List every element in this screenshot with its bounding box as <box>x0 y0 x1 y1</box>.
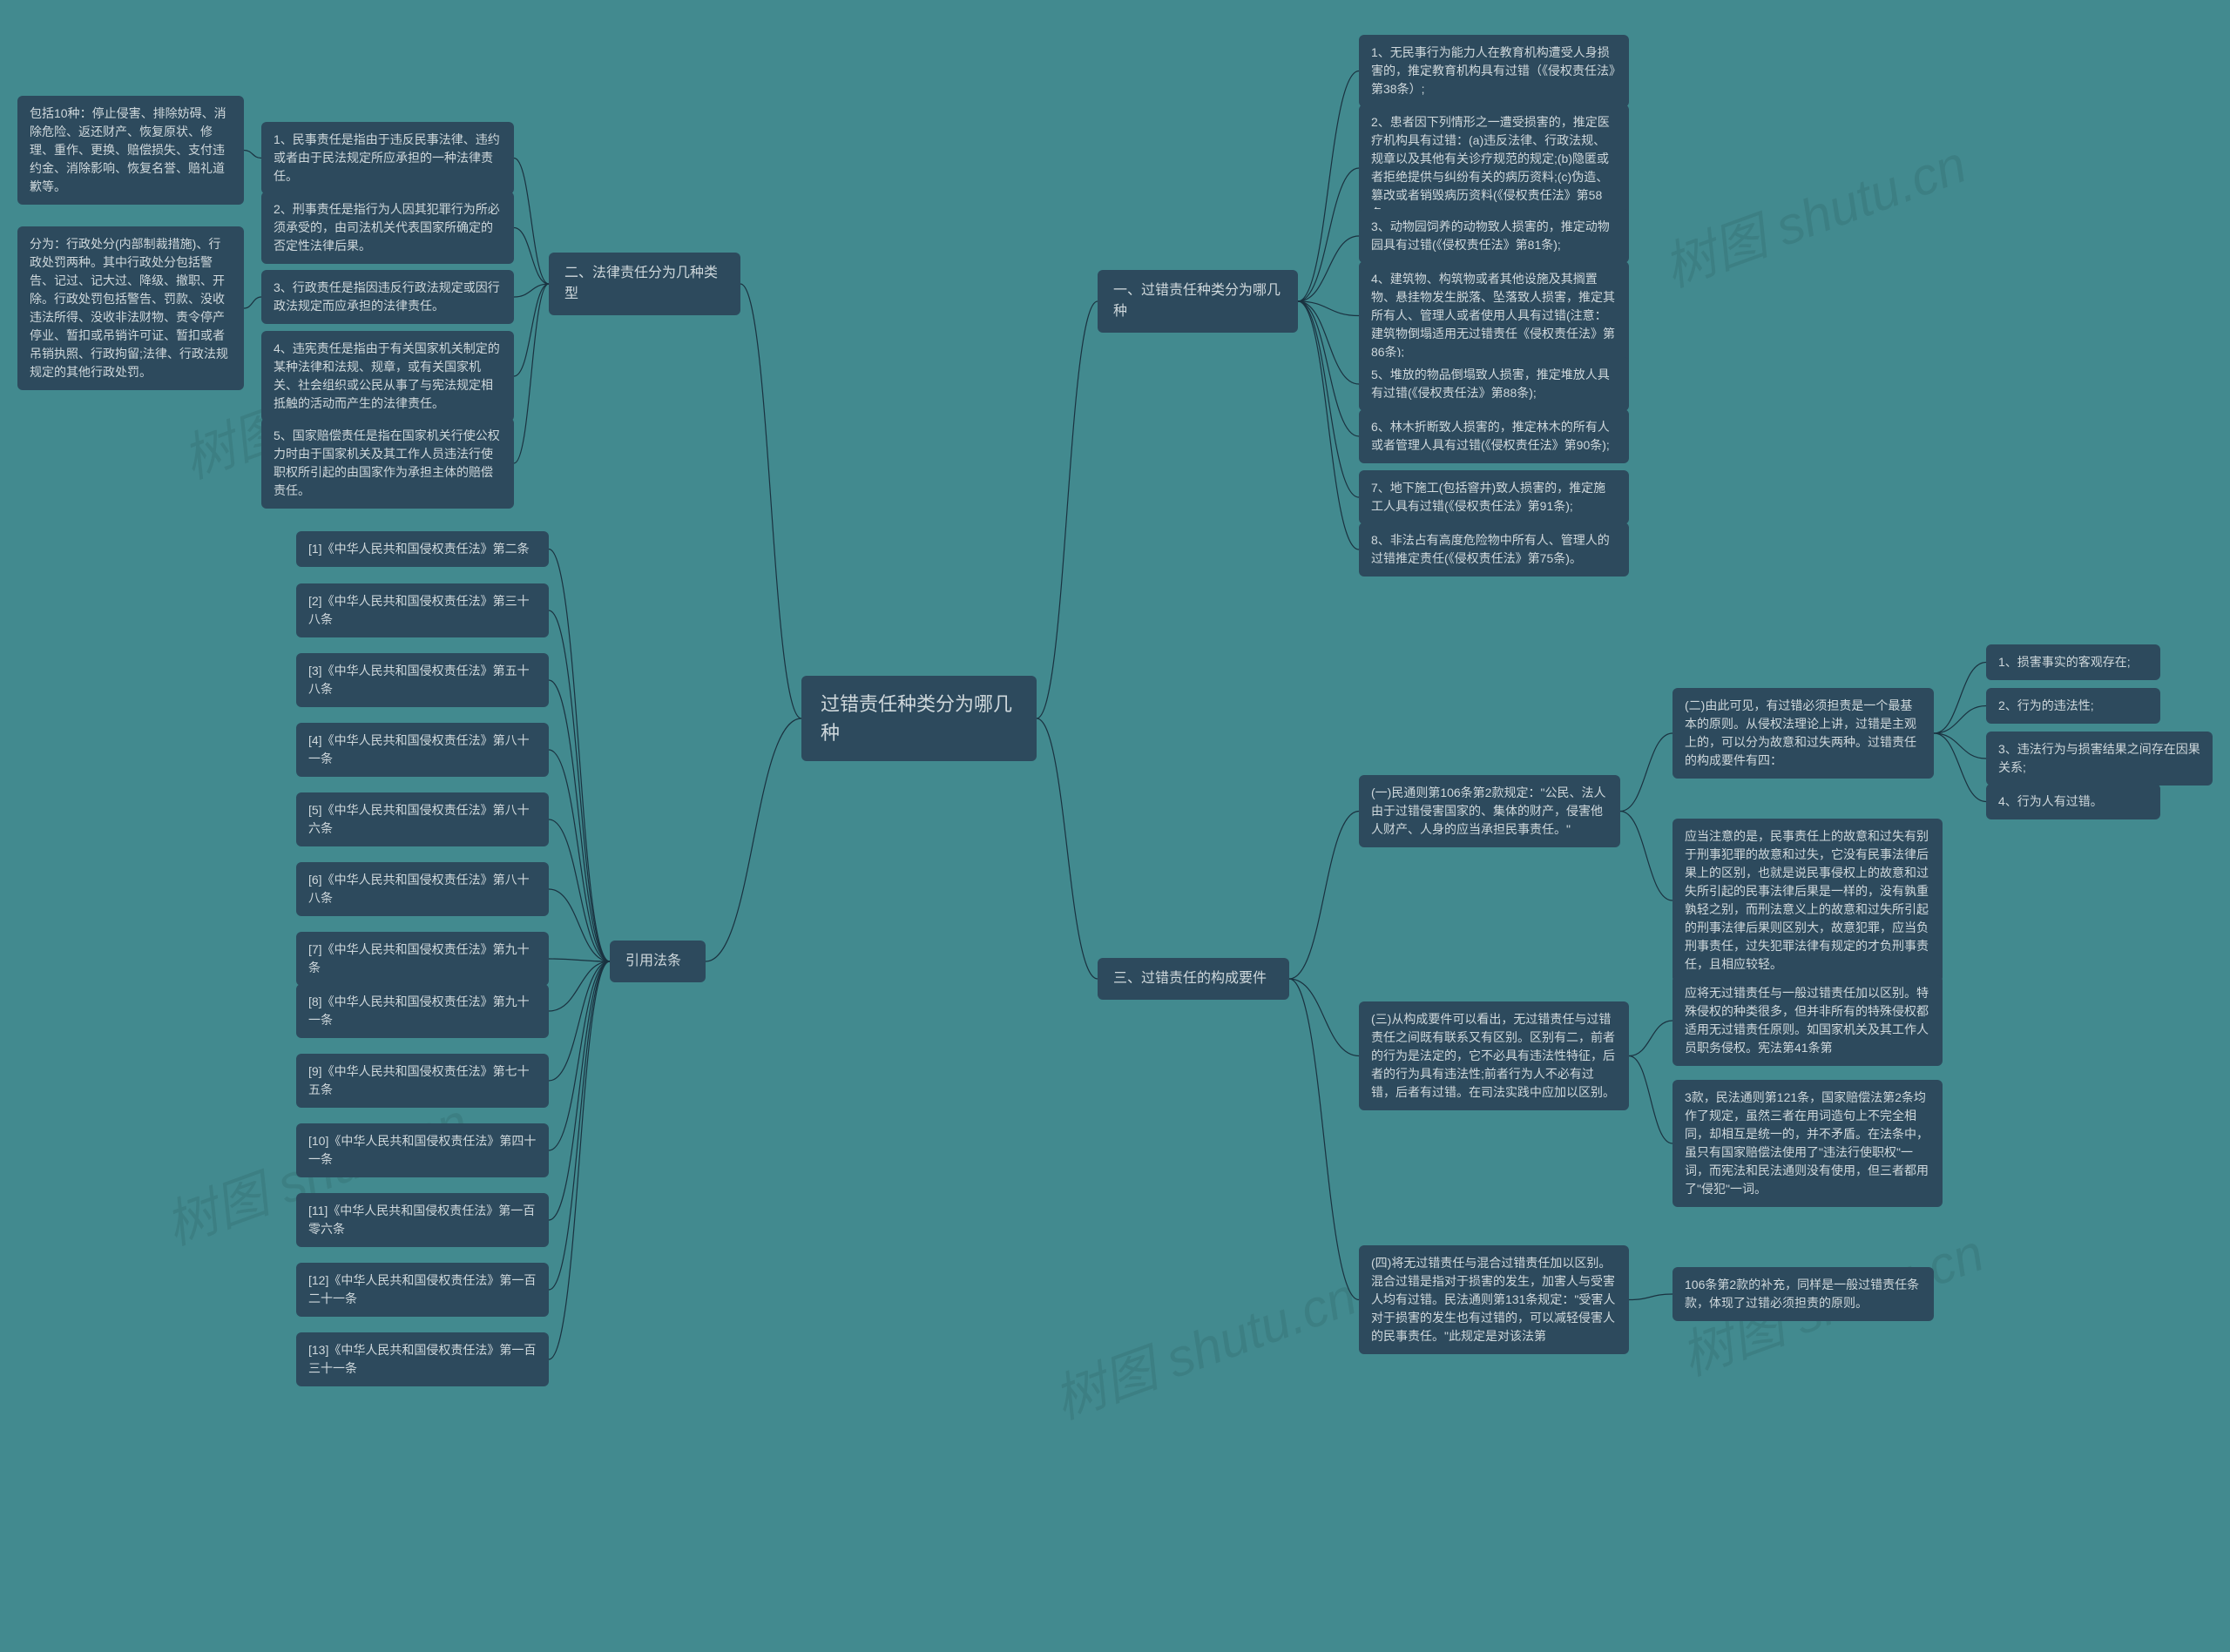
node-label: 应将无过错责任与一般过错责任加以区别。特殊侵权的种类很多，但并非所有的特殊侵权都… <box>1685 986 1929 1055</box>
mindmap-node: [2]《中华人民共和国侵权责任法》第三十八条 <box>296 583 549 637</box>
node-label: (四)将无过错责任与混合过错责任加以区别。混合过错是指对于损害的发生，加害人与受… <box>1371 1256 1615 1343</box>
node-label: [2]《中华人民共和国侵权责任法》第三十八条 <box>308 594 530 626</box>
watermark: 树图 shutu.cn <box>1652 122 1975 301</box>
node-label: (一)民通则第106条第2款规定："公民、法人由于过错侵害国家的、集体的财产，侵… <box>1371 786 1605 836</box>
node-label: [5]《中华人民共和国侵权责任法》第八十六条 <box>308 803 530 835</box>
mindmap-node: [11]《中华人民共和国侵权责任法》第一百零六条 <box>296 1193 549 1247</box>
mindmap-node: 3、违法行为与损害结果之间存在因果关系; <box>1986 732 2213 786</box>
node-label: (三)从构成要件可以看出，无过错责任与过错责任之间既有联系又有区别。区别有二，前… <box>1371 1012 1615 1099</box>
mindmap-node: [7]《中华人民共和国侵权责任法》第九十条 <box>296 932 549 986</box>
node-label: 1、无民事行为能力人在教育机构遭受人身损害的，推定教育机构具有过错（《侵权责任法… <box>1371 45 1615 96</box>
node-label: 2、行为的违法性; <box>1998 698 2094 712</box>
mindmap-node: [6]《中华人民共和国侵权责任法》第八十八条 <box>296 862 549 916</box>
node-label: [10]《中华人民共和国侵权责任法》第四十一条 <box>308 1134 536 1166</box>
mindmap-node: 1、损害事实的客观存在; <box>1986 644 2160 680</box>
node-label: 三、过错责任的构成要件 <box>1113 971 1267 986</box>
node-label: [4]《中华人民共和国侵权责任法》第八十一条 <box>308 733 530 765</box>
mindmap-node: 8、非法占有高度危险物中所有人、管理人的过错推定责任(《侵权责任法》第75条)。 <box>1359 523 1629 577</box>
node-label: 2、刑事责任是指行为人因其犯罪行为所必须承受的，由司法机关代表国家所确定的否定性… <box>274 202 500 253</box>
node-label: [13]《中华人民共和国侵权责任法》第一百三十一条 <box>308 1343 536 1375</box>
node-label: 引用法条 <box>625 954 681 968</box>
mindmap-node: [5]《中华人民共和国侵权责任法》第八十六条 <box>296 792 549 846</box>
mindmap-node: 分为：行政处分(内部制裁措施)、行政处罚两种。其中行政处分包括警告、记过、记大过… <box>17 226 244 390</box>
mindmap-node: 二、法律责任分为几种类型 <box>549 253 740 315</box>
mindmap-node: 包括10种：停止侵害、排除妨碍、消除危险、返还财产、恢复原状、修理、重作、更换、… <box>17 96 244 205</box>
mindmap-node: 3款，民法通则第121条，国家赔偿法第2条均作了规定，虽然三者在用词造句上不完全… <box>1672 1080 1943 1207</box>
mindmap-node: 5、堆放的物品倒塌致人损害，推定堆放人具有过错(《侵权责任法》第88条); <box>1359 357 1629 411</box>
mindmap-node: 1、无民事行为能力人在教育机构遭受人身损害的，推定教育机构具有过错（《侵权责任法… <box>1359 35 1629 107</box>
mindmap-node: 3、动物园饲养的动物致人损害的，推定动物园具有过错(《侵权责任法》第81条); <box>1359 209 1629 263</box>
node-label: [11]《中华人民共和国侵权责任法》第一百零六条 <box>308 1204 535 1236</box>
node-label: [12]《中华人民共和国侵权责任法》第一百二十一条 <box>308 1273 536 1305</box>
node-label: 3、违法行为与损害结果之间存在因果关系; <box>1998 742 2200 774</box>
node-label: 4、违宪责任是指由于有关国家机关制定的某种法律和法规、规章，或有关国家机关、社会… <box>274 341 500 410</box>
node-label: 1、损害事实的客观存在; <box>1998 655 2131 669</box>
node-label: 1、民事责任是指由于违反民事法律、违约或者由于民法规定所应承担的一种法律责任。 <box>274 132 500 183</box>
node-label: 包括10种：停止侵害、排除妨碍、消除危险、返还财产、恢复原状、修理、重作、更换、… <box>30 106 226 193</box>
node-label: 106条第2款的补充，同样是一般过错责任条款，体现了过错必须担责的原则。 <box>1685 1278 1919 1310</box>
mindmap-node: (一)民通则第106条第2款规定："公民、法人由于过错侵害国家的、集体的财产，侵… <box>1359 775 1620 847</box>
mindmap-node: [10]《中华人民共和国侵权责任法》第四十一条 <box>296 1123 549 1177</box>
mindmap-node: 5、国家赔偿责任是指在国家机关行使公权力时由于国家机关及其工作人员违法行使职权所… <box>261 418 514 509</box>
mindmap-node: 4、行为人有过错。 <box>1986 784 2160 819</box>
node-label: 4、建筑物、构筑物或者其他设施及其搁置物、悬挂物发生脱落、坠落致人损害，推定其所… <box>1371 272 1615 359</box>
mindmap-node: 6、林木折断致人损害的，推定林木的所有人或者管理人具有过错(《侵权责任法》第90… <box>1359 409 1629 463</box>
node-label: 6、林木折断致人损害的，推定林木的所有人或者管理人具有过错(《侵权责任法》第90… <box>1371 420 1610 452</box>
node-label: 应当注意的是，民事责任上的故意和过失有别于刑事犯罪的故意和过失，它没有民事法律后… <box>1685 829 1929 971</box>
node-label: 二、法律责任分为几种类型 <box>564 266 718 301</box>
node-label: [1]《中华人民共和国侵权责任法》第二条 <box>308 542 530 556</box>
mindmap-node: [1]《中华人民共和国侵权责任法》第二条 <box>296 531 549 567</box>
node-label: 7、地下施工(包括窨井)致人损害的，推定施工人具有过错(《侵权责任法》第91条)… <box>1371 481 1605 513</box>
node-label: 2、患者因下列情形之一遭受损害的，推定医疗机构具有过错：(a)违反法律、行政法规… <box>1371 115 1610 220</box>
mindmap-node: 过错责任种类分为哪几种 <box>801 676 1037 761</box>
node-label: 8、非法占有高度危险物中所有人、管理人的过错推定责任(《侵权责任法》第75条)。 <box>1371 533 1610 565</box>
node-label: 一、过错责任种类分为哪几种 <box>1113 283 1281 319</box>
node-label: 3、动物园饲养的动物致人损害的，推定动物园具有过错(《侵权责任法》第81条); <box>1371 219 1610 252</box>
node-label: (二)由此可见，有过错必须担责是一个最基本的原则。从侵权法理论上讲，过错是主观上… <box>1685 698 1916 767</box>
mindmap-node: [8]《中华人民共和国侵权责任法》第九十一条 <box>296 984 549 1038</box>
node-label: 5、国家赔偿责任是指在国家机关行使公权力时由于国家机关及其工作人员违法行使职权所… <box>274 428 500 497</box>
mindmap-node: [13]《中华人民共和国侵权责任法》第一百三十一条 <box>296 1332 549 1386</box>
mindmap-node: (三)从构成要件可以看出，无过错责任与过错责任之间既有联系又有区别。区别有二，前… <box>1359 1001 1629 1110</box>
node-label: 分为：行政处分(内部制裁措施)、行政处罚两种。其中行政处分包括警告、记过、记大过… <box>30 237 228 379</box>
mindmap-node: 1、民事责任是指由于违反民事法律、违约或者由于民法规定所应承担的一种法律责任。 <box>261 122 514 194</box>
node-label: 4、行为人有过错。 <box>1998 794 2103 808</box>
node-label: [3]《中华人民共和国侵权责任法》第五十八条 <box>308 664 530 696</box>
mindmap-node: (二)由此可见，有过错必须担责是一个最基本的原则。从侵权法理论上讲，过错是主观上… <box>1672 688 1934 779</box>
mindmap-node: 4、违宪责任是指由于有关国家机关制定的某种法律和法规、规章，或有关国家机关、社会… <box>261 331 514 421</box>
mindmap-node: 引用法条 <box>610 941 706 982</box>
mindmap-node: [12]《中华人民共和国侵权责任法》第一百二十一条 <box>296 1263 549 1317</box>
node-label: 3、行政责任是指因违反行政法规定或因行政法规定而应承担的法律责任。 <box>274 280 500 313</box>
mindmap-node: 应将无过错责任与一般过错责任加以区别。特殊侵权的种类很多，但并非所有的特殊侵权都… <box>1672 975 1943 1066</box>
mindmap-node: 2、行为的违法性; <box>1986 688 2160 724</box>
node-label: 过错责任种类分为哪几种 <box>821 693 1012 744</box>
mindmap-node: 应当注意的是，民事责任上的故意和过失有别于刑事犯罪的故意和过失，它没有民事法律后… <box>1672 819 1943 982</box>
mindmap-node: 106条第2款的补充，同样是一般过错责任条款，体现了过错必须担责的原则。 <box>1672 1267 1934 1321</box>
node-label: [9]《中华人民共和国侵权责任法》第七十五条 <box>308 1064 530 1096</box>
node-label: 3款，民法通则第121条，国家赔偿法第2条均作了规定，虽然三者在用词造句上不完全… <box>1685 1090 1929 1196</box>
mindmap-node: 2、刑事责任是指行为人因其犯罪行为所必须承受的，由司法机关代表国家所确定的否定性… <box>261 192 514 264</box>
mindmap-node: 7、地下施工(包括窨井)致人损害的，推定施工人具有过错(《侵权责任法》第91条)… <box>1359 470 1629 524</box>
mindmap-node: 3、行政责任是指因违反行政法规定或因行政法规定而应承担的法律责任。 <box>261 270 514 324</box>
mindmap-node: [4]《中华人民共和国侵权责任法》第八十一条 <box>296 723 549 777</box>
mindmap-node: 三、过错责任的构成要件 <box>1098 958 1289 1000</box>
node-label: [6]《中华人民共和国侵权责任法》第八十八条 <box>308 873 530 905</box>
watermark: 树图 shutu.cn <box>1042 1254 1365 1433</box>
node-label: [8]《中华人民共和国侵权责任法》第九十一条 <box>308 995 530 1027</box>
node-label: [7]《中华人民共和国侵权责任法》第九十条 <box>308 942 530 974</box>
mindmap-node: (四)将无过错责任与混合过错责任加以区别。混合过错是指对于损害的发生，加害人与受… <box>1359 1245 1629 1354</box>
node-label: 5、堆放的物品倒塌致人损害，推定堆放人具有过错(《侵权责任法》第88条); <box>1371 367 1610 400</box>
mindmap-node: 一、过错责任种类分为哪几种 <box>1098 270 1298 333</box>
mindmap-node: 4、建筑物、构筑物或者其他设施及其搁置物、悬挂物发生脱落、坠落致人损害，推定其所… <box>1359 261 1629 370</box>
mindmap-node: [3]《中华人民共和国侵权责任法》第五十八条 <box>296 653 549 707</box>
mindmap-node: [9]《中华人民共和国侵权责任法》第七十五条 <box>296 1054 549 1108</box>
